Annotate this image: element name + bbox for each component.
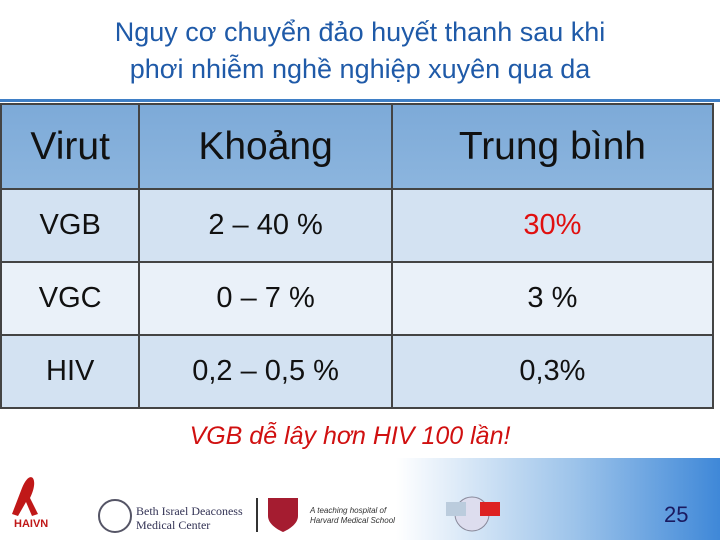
footer: HAIVN Beth Israel Deaconess Medical Cent… xyxy=(0,458,720,540)
title-line: phơi nhiễm nghề nghiệp xuyên qua da xyxy=(129,54,591,84)
logo-line: Beth Israel Deaconess xyxy=(136,504,243,518)
logo-text: HAIVN xyxy=(14,518,49,530)
row: VGB 2 – 40 % 30% xyxy=(0,188,715,263)
cell: VGB xyxy=(0,188,141,263)
column-header: Trung bình xyxy=(390,103,715,190)
cell: HIV xyxy=(0,334,141,409)
logo-line: Medical Center xyxy=(136,518,211,532)
logo-text: A teaching hospital of Harvard Medical S… xyxy=(310,506,395,526)
table: Virut Khoảng Trung bình VGB 2 – 40 % 30%… xyxy=(0,103,715,409)
header-row: Virut Khoảng Trung bình xyxy=(0,103,715,190)
cell: 30% xyxy=(390,188,715,263)
flag-icon xyxy=(446,502,466,516)
cell: 3 % xyxy=(390,261,715,336)
row: VGC 0 – 7 % 3 % xyxy=(0,261,715,336)
seal-icon xyxy=(98,499,132,533)
logo-line: Harvard Medical School xyxy=(310,516,395,525)
cell: 0,2 – 0,5 % xyxy=(138,334,393,409)
row: HIV 0,2 – 0,5 % 0,3% xyxy=(0,334,715,409)
ribbon-icon xyxy=(12,477,38,516)
logo-line: A teaching hospital of xyxy=(310,506,387,515)
title-line: Nguy cơ chuyển đảo huyết thanh sau khi xyxy=(114,17,606,47)
page-number: 25 xyxy=(664,502,689,527)
logo-text: Beth Israel Deaconess Medical Center xyxy=(136,504,243,532)
column-header: Virut xyxy=(0,103,141,190)
separator xyxy=(256,498,258,532)
shield-icon xyxy=(268,498,298,532)
note: VGB dễ lây hơn HIV 100 lần! xyxy=(189,422,511,450)
cell: VGC xyxy=(0,261,141,336)
cell: 2 – 40 % xyxy=(138,188,393,263)
cell: 0,3% xyxy=(390,334,715,409)
title: Nguy cơ chuyển đảo huyết thanh sau khi p… xyxy=(0,14,720,88)
footer-graphics xyxy=(12,477,500,533)
column-header: Khoảng xyxy=(138,103,393,190)
flag-icon xyxy=(480,502,500,516)
cell: 0 – 7 % xyxy=(138,261,393,336)
divider xyxy=(0,99,720,102)
